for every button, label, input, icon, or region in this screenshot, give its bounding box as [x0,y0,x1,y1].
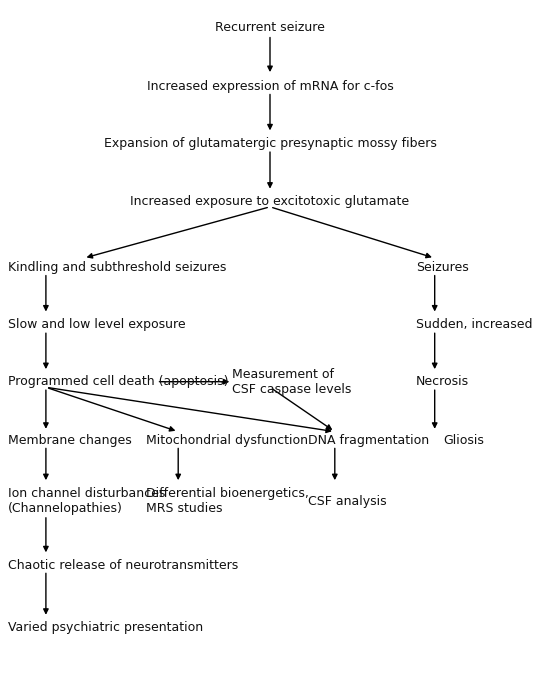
Text: Necrosis: Necrosis [416,375,469,388]
Text: Seizures: Seizures [416,262,469,274]
Text: Recurrent seizure: Recurrent seizure [215,22,325,34]
Text: Varied psychiatric presentation: Varied psychiatric presentation [8,621,203,634]
Text: Sudden, increased: Sudden, increased [416,319,532,331]
Text: Increased exposure to excitotoxic glutamate: Increased exposure to excitotoxic glutam… [131,195,409,208]
Text: Kindling and subthreshold seizures: Kindling and subthreshold seizures [8,262,226,274]
Text: CSF analysis: CSF analysis [308,495,387,507]
Text: Chaotic release of neurotransmitters: Chaotic release of neurotransmitters [8,559,238,572]
Text: Ion channel disturbances
(Channelopathies): Ion channel disturbances (Channelopathie… [8,487,165,515]
Text: Membrane changes: Membrane changes [8,434,132,447]
Text: Differential bioenergetics,
MRS studies: Differential bioenergetics, MRS studies [146,487,309,515]
Text: Measurement of
CSF caspase levels: Measurement of CSF caspase levels [232,368,352,396]
Text: Increased expression of mRNA for c-fos: Increased expression of mRNA for c-fos [147,80,393,92]
Text: Expansion of glutamatergic presynaptic mossy fibers: Expansion of glutamatergic presynaptic m… [104,137,436,150]
Text: Mitochondrial dysfunction: Mitochondrial dysfunction [146,434,308,447]
Text: DNA fragmentation: DNA fragmentation [308,434,429,447]
Text: Slow and low level exposure: Slow and low level exposure [8,319,186,331]
Text: Gliosis: Gliosis [443,434,484,447]
Text: Programmed cell death (apoptosis): Programmed cell death (apoptosis) [8,375,228,388]
